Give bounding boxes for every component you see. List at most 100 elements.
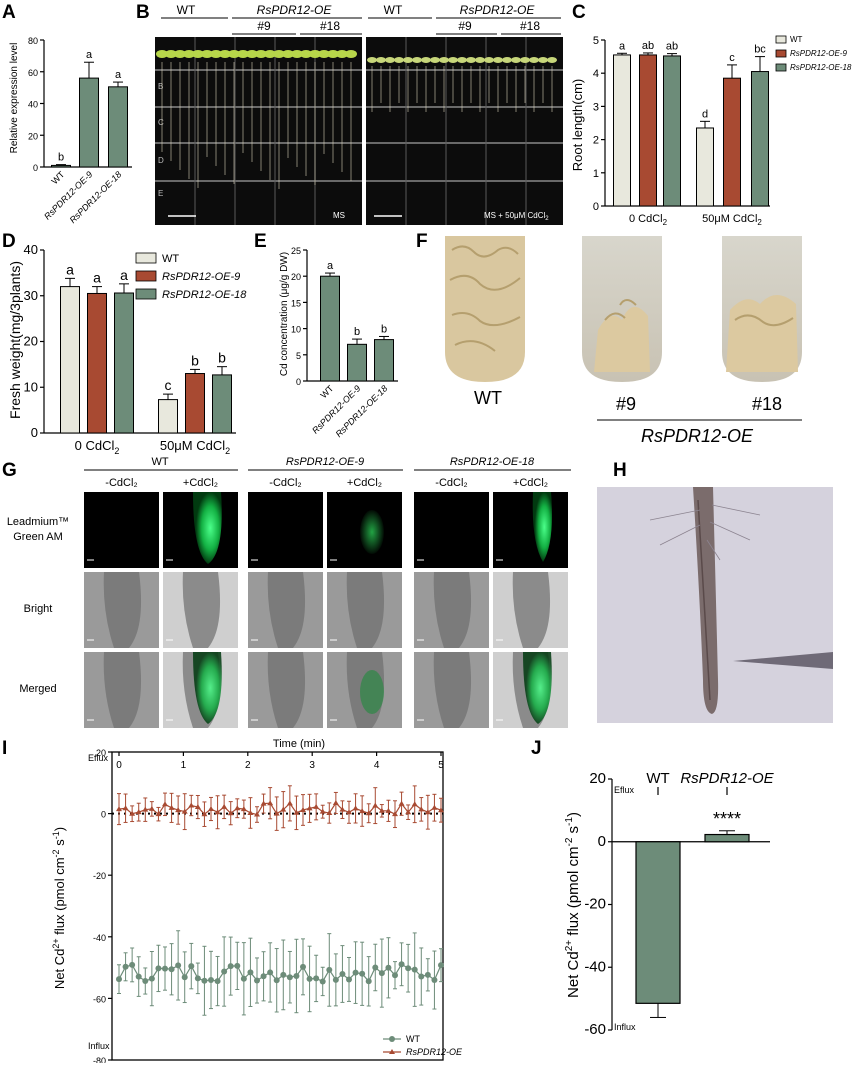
i-point [372, 964, 379, 971]
i-point [221, 803, 228, 809]
g-fluo-image [414, 492, 489, 568]
i-point [438, 962, 444, 969]
e-y-tick-label: 25 [291, 246, 301, 256]
b-seedlings [156, 50, 557, 189]
g-row-leadmium-1: Leadmium™ [7, 516, 69, 528]
c-legend-swatch [775, 35, 787, 44]
i-point [175, 807, 182, 813]
b-right-wt-label: WT [384, 3, 403, 17]
b-leaf [336, 50, 348, 58]
i-point [352, 969, 359, 976]
c-legend-label: RsPDR12-OE-18 [790, 63, 852, 72]
i-y-tick-label: -60 [93, 994, 106, 1004]
i-point [359, 970, 366, 977]
i-point [392, 811, 398, 817]
i-point [431, 804, 438, 810]
b-leaf [255, 50, 267, 58]
i-point [240, 975, 247, 982]
g-row-merged: Merged [19, 683, 56, 695]
i-point [188, 802, 195, 808]
b-leaf [282, 50, 294, 58]
c-letter: c [729, 52, 735, 64]
i-frame [111, 751, 444, 1061]
c-y-tick-label: 2 [593, 135, 599, 147]
i-point [234, 805, 241, 811]
i-point [306, 805, 313, 811]
c-y-tick-label: 4 [593, 68, 599, 80]
e-letter: b [381, 323, 387, 335]
i-y-tick-label: 20 [96, 748, 106, 758]
b-leaf [273, 50, 285, 58]
i-point [352, 805, 359, 811]
i-point [319, 808, 326, 814]
d-bar [60, 286, 80, 434]
i-point [116, 976, 122, 983]
i-y-tick-label: -40 [93, 933, 106, 943]
a-y-tick-label: 40 [28, 100, 38, 110]
e-letter: b [354, 326, 360, 338]
g-root-shape [433, 652, 472, 728]
i-x-tick-label: 3 [309, 760, 315, 771]
g-fluo-image [493, 492, 568, 568]
g-col-header: +CdCl₂ [183, 477, 218, 489]
i-point [339, 971, 346, 978]
b-leaf [493, 57, 503, 63]
e-y-tick-label: 15 [291, 298, 301, 308]
e-x-tick-label: RsPDR12-OE-18 [334, 383, 390, 439]
a-bar [79, 77, 99, 168]
i-point [398, 961, 405, 968]
i-point [411, 966, 418, 973]
b-leaf [547, 57, 557, 63]
a-letter: b [58, 152, 64, 164]
a-x-tick-label: RsPDR12-OE-9 [42, 169, 94, 221]
j-bar [704, 833, 750, 843]
d-x-tick-label: 50μM CdCl2 [160, 438, 230, 456]
g-row-leadmium-2: Green AM [13, 531, 63, 543]
i-point [155, 965, 162, 972]
i-point [168, 966, 175, 973]
d-y-tick-label: 0 [31, 425, 38, 440]
b-leaf [412, 57, 422, 63]
e-letter: a [327, 260, 334, 272]
i-point [378, 807, 385, 813]
i-point [332, 976, 339, 983]
f-tube-9 [582, 236, 662, 382]
g-root-shape [346, 572, 385, 648]
i-point [175, 962, 182, 969]
b-leaf [300, 50, 312, 58]
i-point [326, 810, 333, 816]
d-bar [212, 374, 232, 434]
i-point [286, 800, 293, 806]
b-leaf [394, 57, 404, 63]
c-letter: d [702, 108, 708, 120]
i-point [142, 806, 149, 812]
c-y-tick-label: 0 [593, 201, 599, 213]
c-y-tick-label: 3 [593, 101, 599, 113]
i-efflux: Eflux [88, 753, 109, 763]
f-tube-wt [445, 236, 525, 382]
b-label-ms: MS [333, 211, 345, 220]
i-x-tick-label: 5 [438, 760, 444, 771]
g-image-grid [84, 492, 568, 728]
panel-f: F WT #9 #18 RsPDR12-OE [416, 231, 802, 446]
d-letter: a [66, 261, 74, 277]
f-label-oe: RsPDR12-OE [641, 426, 754, 446]
i-point [273, 810, 280, 816]
d-y-tick-label: 10 [24, 379, 38, 394]
i-legend-label-wt: WT [406, 1034, 420, 1044]
b-leaf [538, 57, 548, 63]
c-bar [723, 77, 741, 207]
i-point [148, 805, 155, 811]
i-point [411, 801, 418, 807]
d-legend-label: RsPDR12-OE-9 [162, 271, 240, 283]
a-x-tick-label: RsPDR12-OE-18 [68, 169, 124, 225]
b-leaf [237, 50, 249, 58]
d-letter: b [191, 352, 199, 368]
e-y-tick-label: 0 [296, 377, 301, 387]
f-label-18: #18 [752, 394, 782, 414]
b-leaf [246, 50, 258, 58]
b-left-wt-label: WT [177, 3, 196, 17]
b-left-n18-label: #18 [320, 19, 340, 33]
